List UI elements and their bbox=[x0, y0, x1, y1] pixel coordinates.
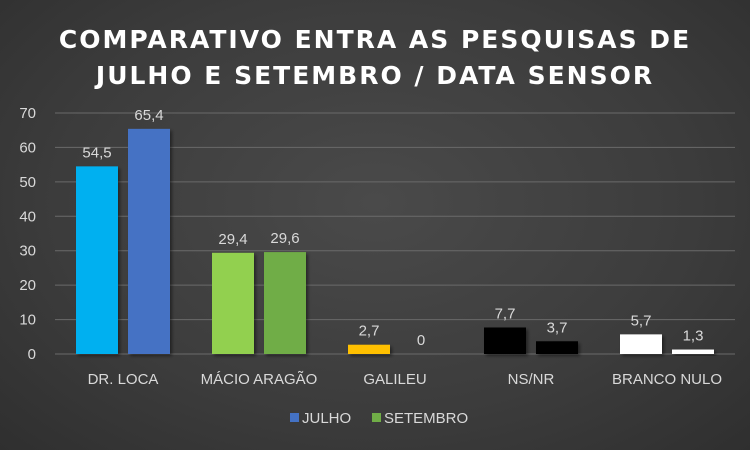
legend: JULHO SETEMBRO bbox=[290, 410, 468, 427]
category-label: NS/NR bbox=[508, 371, 555, 388]
category-labels: DR. LOCA MÁCIO ARAGÃO GALILEU NS/NR BRANCO N… bbox=[88, 371, 722, 388]
legend-label: SETEMBRO bbox=[384, 410, 468, 427]
data-label: 2,7 bbox=[359, 323, 380, 340]
bar-julho-2 bbox=[348, 344, 390, 354]
data-label: 65,4 bbox=[134, 107, 163, 124]
y-tick-label: 40 bbox=[19, 208, 36, 225]
category-label: BRANCO NULO bbox=[612, 371, 722, 388]
legend-swatch-julho bbox=[290, 413, 299, 422]
legend-swatch-setembro bbox=[372, 413, 381, 422]
data-label: 5,7 bbox=[631, 312, 652, 329]
data-labels: 54,5 65,4 29,4 29,6 2,7 0 7,7 3,7 5,7 1,3 bbox=[82, 107, 703, 349]
y-tick-label: 30 bbox=[19, 243, 36, 260]
bar-julho-0 bbox=[76, 166, 118, 354]
chart-title-line-1: COMPARATIVO ENTRA AS PESQUISAS DE bbox=[59, 25, 691, 54]
category-label: DR. LOCA bbox=[88, 371, 159, 388]
bar-setembro-0 bbox=[128, 128, 170, 354]
bars bbox=[76, 128, 714, 354]
y-tick-label: 20 bbox=[19, 277, 36, 294]
bar-setembro-3 bbox=[536, 341, 578, 354]
y-tick-label: 60 bbox=[19, 139, 36, 156]
chart-title-line-2: JULHO E SETEMBRO / DATA SENSOR bbox=[94, 61, 654, 90]
bar-julho-3 bbox=[484, 327, 526, 354]
data-label: 0 bbox=[417, 332, 425, 349]
category-label: GALILEU bbox=[363, 371, 426, 388]
bar-setembro-4 bbox=[672, 349, 714, 354]
bar-julho-4 bbox=[620, 334, 662, 354]
data-label: 29,4 bbox=[218, 231, 247, 248]
bar-julho-1 bbox=[212, 252, 254, 354]
data-label: 7,7 bbox=[495, 305, 516, 322]
bar-setembro-1 bbox=[264, 252, 306, 354]
y-tick-label: 0 bbox=[28, 346, 36, 363]
y-tick-label: 10 bbox=[19, 312, 36, 329]
category-label: MÁCIO ARAGÃO bbox=[201, 371, 318, 388]
y-axis-ticks: 0 10 20 30 40 50 60 70 bbox=[19, 105, 36, 363]
y-tick-label: 70 bbox=[19, 105, 36, 122]
legend-label: JULHO bbox=[302, 410, 351, 427]
data-label: 1,3 bbox=[683, 328, 704, 345]
data-label: 54,5 bbox=[82, 144, 111, 161]
data-label: 3,7 bbox=[547, 319, 568, 336]
y-tick-label: 50 bbox=[19, 174, 36, 191]
data-label: 29,6 bbox=[270, 230, 299, 247]
